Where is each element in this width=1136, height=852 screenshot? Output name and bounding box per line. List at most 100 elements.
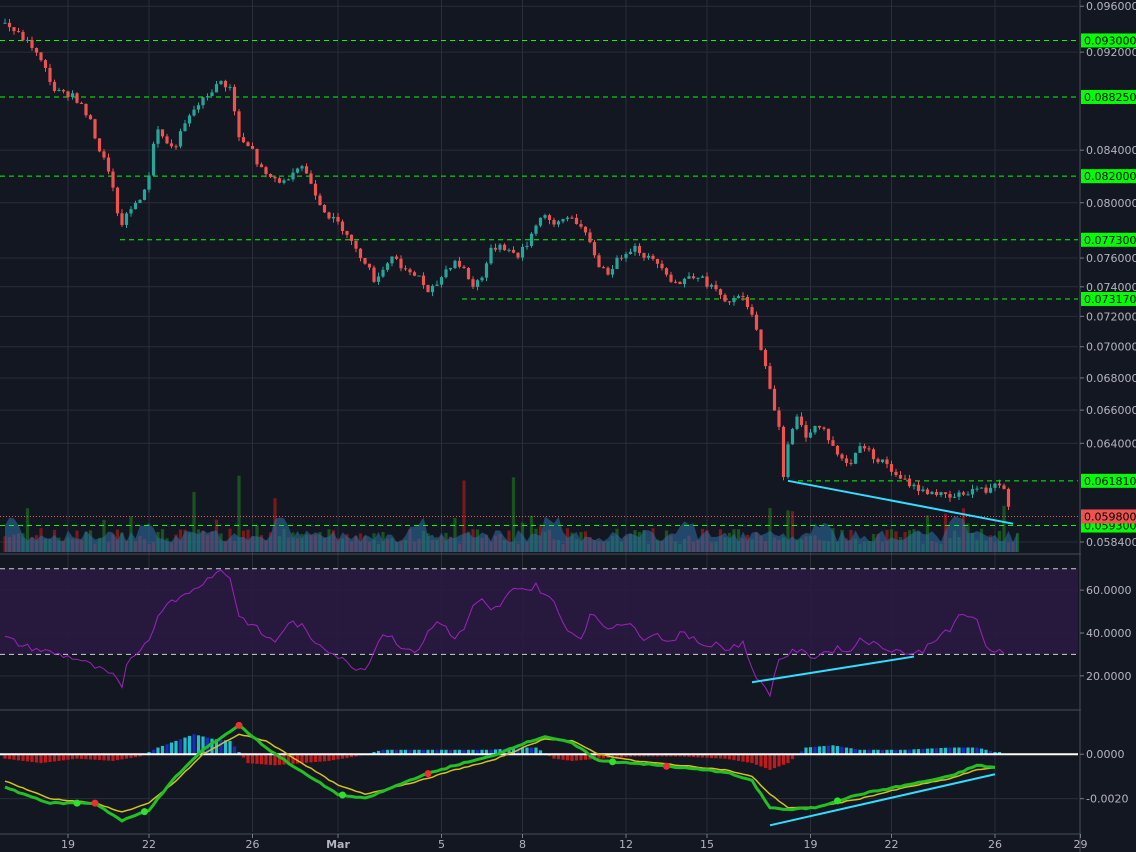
price-tick-label: 0.068000 [1086,372,1136,385]
macd-histogram-bar [786,754,790,764]
candle-body [660,263,664,269]
candle-body [466,267,471,280]
candle-body [1002,485,1006,489]
rsi-tick-label: 40.0000 [1086,627,1132,640]
macd-histogram-bar [21,754,25,761]
macd-histogram-bar [228,740,232,755]
macd-histogram-bar [88,754,93,760]
candle-body [444,269,448,278]
candle-body [601,267,606,269]
macd-histogram-bar [610,754,615,758]
macd-histogram-bar [511,747,516,755]
macd-histogram-bar [34,754,39,763]
macd-histogram-bar [439,749,444,755]
macd-histogram-bar [826,745,831,755]
candle-body [408,269,412,273]
macd-histogram-bar [952,747,957,755]
candle-body [939,492,943,495]
candle-body [223,80,228,88]
macd-histogram-bar [628,754,633,757]
candle-body [822,427,826,429]
macd-histogram-bar [390,749,394,755]
candle-body [642,253,646,258]
candle-body [66,91,70,98]
macd-histogram-bar [196,735,201,755]
candle-body [700,276,705,278]
candle-body [606,267,610,275]
volume-bar [462,480,466,552]
macd-histogram-bar [138,754,142,757]
price-axis[interactable]: 0.096000 0.092000 0.084000 0.080000 0.076000… [1080,0,1136,806]
macd-histogram-bar [642,754,646,757]
time-axis[interactable]: 19 22 26 Mar 5 8 12 15 19 22 26 29 [61,834,1088,851]
candle-body [331,216,336,219]
candle-body [232,86,237,112]
price-tick-label: 0.096000 [1086,0,1136,13]
candle-body [156,129,160,144]
candle-body [282,180,286,183]
time-tick-label: 5 [438,838,445,851]
candle-body [912,484,916,487]
candle-body [858,446,862,453]
candle-body [363,257,367,264]
volume-ma-area [5,516,1018,552]
candle-body [192,109,196,116]
time-tick-label: 22 [142,838,156,851]
last-price-label: 0.059800 [1084,510,1136,523]
candle-body [277,178,282,183]
macd-histogram-bar [493,749,498,755]
candle-body [997,483,1002,486]
macd-histogram-bar [984,749,988,755]
candle-body [129,209,133,214]
candle-body [354,240,358,249]
candle-body [228,86,232,88]
macd-histogram-bar [570,754,574,761]
macd-histogram-bar [291,754,295,764]
macd-histogram-bar [844,747,849,755]
candle-body [16,31,21,33]
candle-body [358,248,363,258]
candle-body [498,244,502,250]
candle-body [70,93,75,98]
candle-body [799,416,804,426]
macd-histogram-bar [120,754,124,760]
macd-histogram-bar [579,754,583,761]
macd-histogram-bar [133,754,138,758]
candle-body [727,301,732,303]
macd-histogram-bar [691,754,696,758]
macd-panel [0,721,1078,827]
macd-cross-marker [141,808,148,816]
macd-histogram-bar [507,748,511,755]
macd-histogram-bar [480,749,484,755]
candle-body [291,172,295,180]
candle-body [417,275,421,277]
candle-body [790,428,795,445]
macd-histogram-bar [336,754,340,760]
candle-body [876,459,880,463]
candle-body [493,247,498,250]
macd-histogram-bar [678,754,682,757]
candle-body [885,459,889,465]
macd-cross-marker [424,770,432,778]
macd-histogram-bar [768,754,772,770]
macd-histogram-bar [448,749,453,755]
macd-histogram-bar [817,746,822,755]
price-tick-label: 0.080000 [1086,197,1136,210]
macd-histogram-bar [534,747,538,755]
candle-body [327,212,331,219]
macd-histogram-bar [498,749,502,755]
macd-histogram-bar [907,749,912,755]
candle-body [714,284,718,290]
macd-histogram-bar [750,754,754,764]
macd-histogram-bar [889,749,894,755]
macd-histogram-bar [309,754,313,763]
macd-histogram-bar [597,754,601,759]
macd-histogram-bar [687,754,691,757]
time-tick-label: 12 [619,838,633,851]
macd-histogram-bar [966,747,970,755]
macd-histogram-bar [700,754,705,758]
candle-body [372,267,376,282]
macd-histogram-bar [903,749,907,755]
